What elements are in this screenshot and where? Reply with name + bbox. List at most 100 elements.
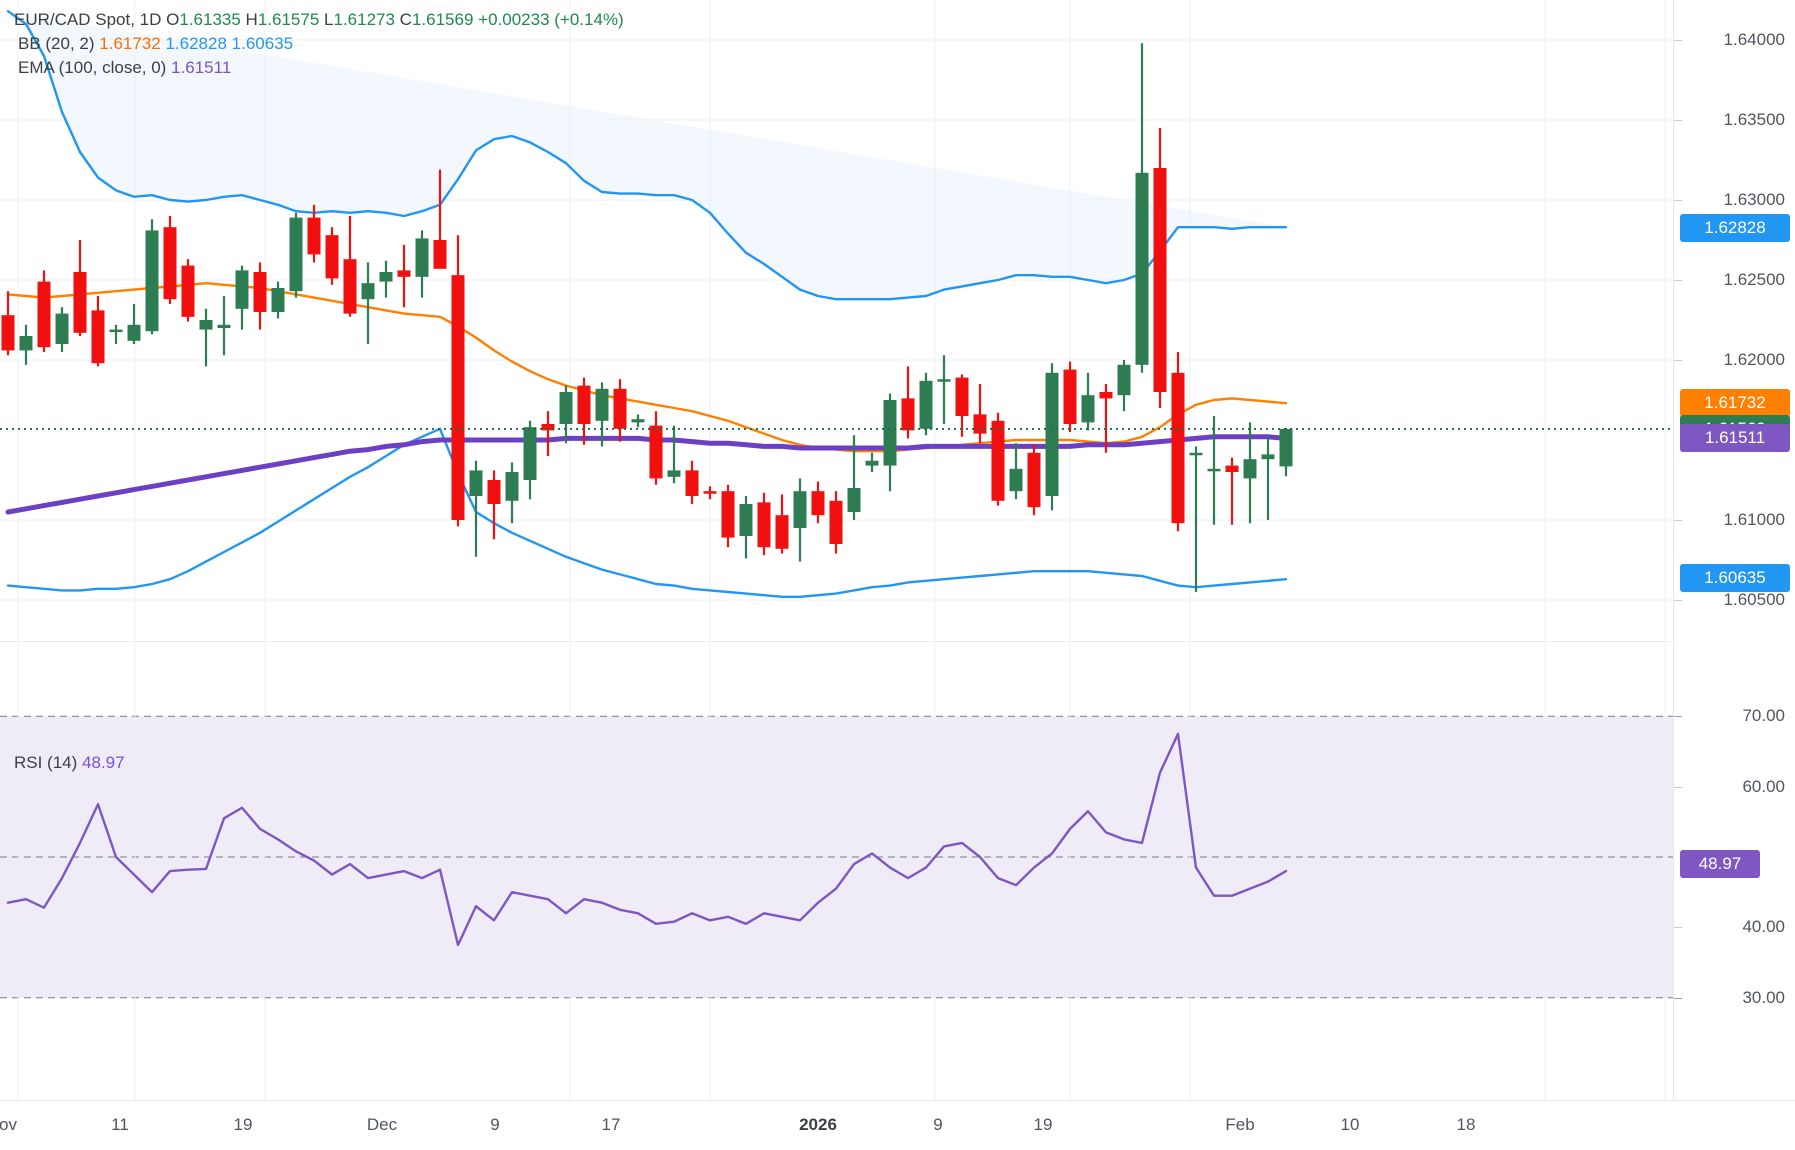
price-tag-bb-upper[interactable]: 1.62828 (1680, 213, 1790, 242)
candle[interactable] (721, 484, 735, 548)
candle[interactable] (505, 462, 519, 524)
candle-body (523, 427, 537, 480)
candle[interactable] (703, 486, 717, 500)
candle-body (1045, 372, 1059, 496)
candle[interactable] (253, 262, 267, 330)
candle[interactable] (235, 265, 249, 330)
rsi-tick-label: 30.00 (1742, 987, 1785, 1007)
candle[interactable] (883, 393, 897, 492)
candle[interactable] (1225, 457, 1239, 525)
candle[interactable] (307, 204, 321, 263)
candle[interactable] (667, 425, 681, 484)
candle[interactable] (973, 384, 987, 444)
candle[interactable] (361, 262, 375, 344)
candle[interactable] (739, 496, 753, 559)
candle-body (685, 470, 699, 496)
candle[interactable] (919, 372, 933, 436)
bb-upper-line (6, 10, 1288, 301)
candle[interactable] (163, 216, 177, 304)
candle[interactable] (433, 169, 447, 269)
rsi-value-tag[interactable]: 48.97 (1680, 850, 1760, 879)
candle[interactable] (523, 420, 537, 500)
candle[interactable] (811, 481, 825, 524)
candle[interactable] (451, 235, 465, 527)
time-tick-label: Dec (366, 1115, 398, 1134)
time-scale[interactable]: ov 11 19 Dec 9 17 2026 9 19 Feb 10 18 (0, 1100, 1795, 1150)
candle[interactable] (217, 296, 231, 356)
candle[interactable] (937, 355, 951, 424)
candle-body (505, 472, 519, 501)
candle[interactable] (901, 366, 915, 439)
candle[interactable] (1117, 360, 1131, 412)
candle[interactable] (379, 260, 393, 298)
price-tag-bb-lower[interactable]: 1.60635 (1680, 564, 1790, 593)
candle[interactable] (847, 435, 861, 520)
candle-body (1063, 369, 1077, 424)
candle-body (631, 419, 645, 423)
candle[interactable] (73, 240, 87, 336)
candle-body (667, 470, 681, 477)
candle[interactable] (109, 324, 123, 344)
candle[interactable] (91, 296, 105, 367)
candle[interactable] (955, 374, 969, 437)
candle[interactable] (127, 304, 141, 344)
candle[interactable] (1189, 446, 1203, 592)
candle[interactable] (613, 379, 627, 442)
price-pane[interactable] (0, 0, 1673, 640)
candle[interactable] (1207, 416, 1221, 525)
bb-lower-line (6, 427, 1288, 598)
price-scale[interactable]: 1.64000 1.63500 1.63000 1.62500 1.62000 1.610… (1673, 0, 1795, 1100)
candle[interactable] (649, 411, 663, 485)
candle[interactable] (541, 411, 555, 456)
candle[interactable] (19, 324, 33, 365)
candle[interactable] (181, 259, 195, 322)
candle[interactable] (829, 491, 843, 554)
rsi-pane[interactable] (0, 642, 1673, 1100)
candle[interactable] (631, 414, 645, 428)
candle[interactable] (577, 377, 591, 445)
price-tag-bb-basis[interactable]: 1.61732 (1680, 388, 1790, 417)
candle[interactable] (1099, 384, 1113, 453)
candle[interactable] (37, 270, 51, 352)
candle[interactable] (289, 212, 303, 298)
candle[interactable] (685, 460, 699, 504)
candle[interactable] (199, 308, 213, 367)
candle[interactable] (1279, 428, 1293, 477)
rsi-legend[interactable]: RSI (14) 48.97 (14, 752, 125, 774)
candle[interactable] (793, 478, 807, 562)
candle[interactable] (271, 281, 285, 319)
candle[interactable] (55, 307, 69, 352)
candle-body (811, 491, 825, 516)
price-tag-ema[interactable]: 1.61511 (1680, 424, 1790, 453)
candle[interactable] (1081, 372, 1095, 431)
candle[interactable] (559, 385, 573, 444)
candle[interactable] (325, 227, 339, 285)
candle[interactable] (145, 219, 159, 335)
candle[interactable] (1153, 128, 1167, 408)
candle[interactable] (1063, 361, 1077, 432)
candle[interactable] (397, 244, 411, 308)
candle[interactable] (1243, 422, 1257, 524)
candle-body (1171, 372, 1185, 524)
candle[interactable] (1009, 443, 1023, 500)
candle[interactable] (487, 470, 501, 540)
candle[interactable] (595, 382, 609, 447)
candle[interactable] (1027, 444, 1041, 516)
candle[interactable] (1045, 363, 1059, 511)
candle-body (379, 272, 393, 282)
candle-body (217, 324, 231, 328)
rsi-label[interactable]: RSI (14) (14, 753, 78, 772)
candle[interactable] (1261, 436, 1275, 520)
candle[interactable] (775, 494, 789, 554)
candle[interactable] (1171, 352, 1185, 532)
candle[interactable] (343, 216, 357, 317)
candle[interactable] (991, 412, 1005, 506)
candle[interactable] (415, 230, 429, 298)
candle[interactable] (757, 492, 771, 556)
rsi-tick-mark-2 (1674, 927, 1682, 929)
candle-body (595, 388, 609, 421)
candle[interactable] (469, 460, 483, 557)
candle[interactable] (1135, 43, 1149, 373)
candle[interactable] (865, 452, 879, 472)
candle[interactable] (1, 291, 15, 356)
